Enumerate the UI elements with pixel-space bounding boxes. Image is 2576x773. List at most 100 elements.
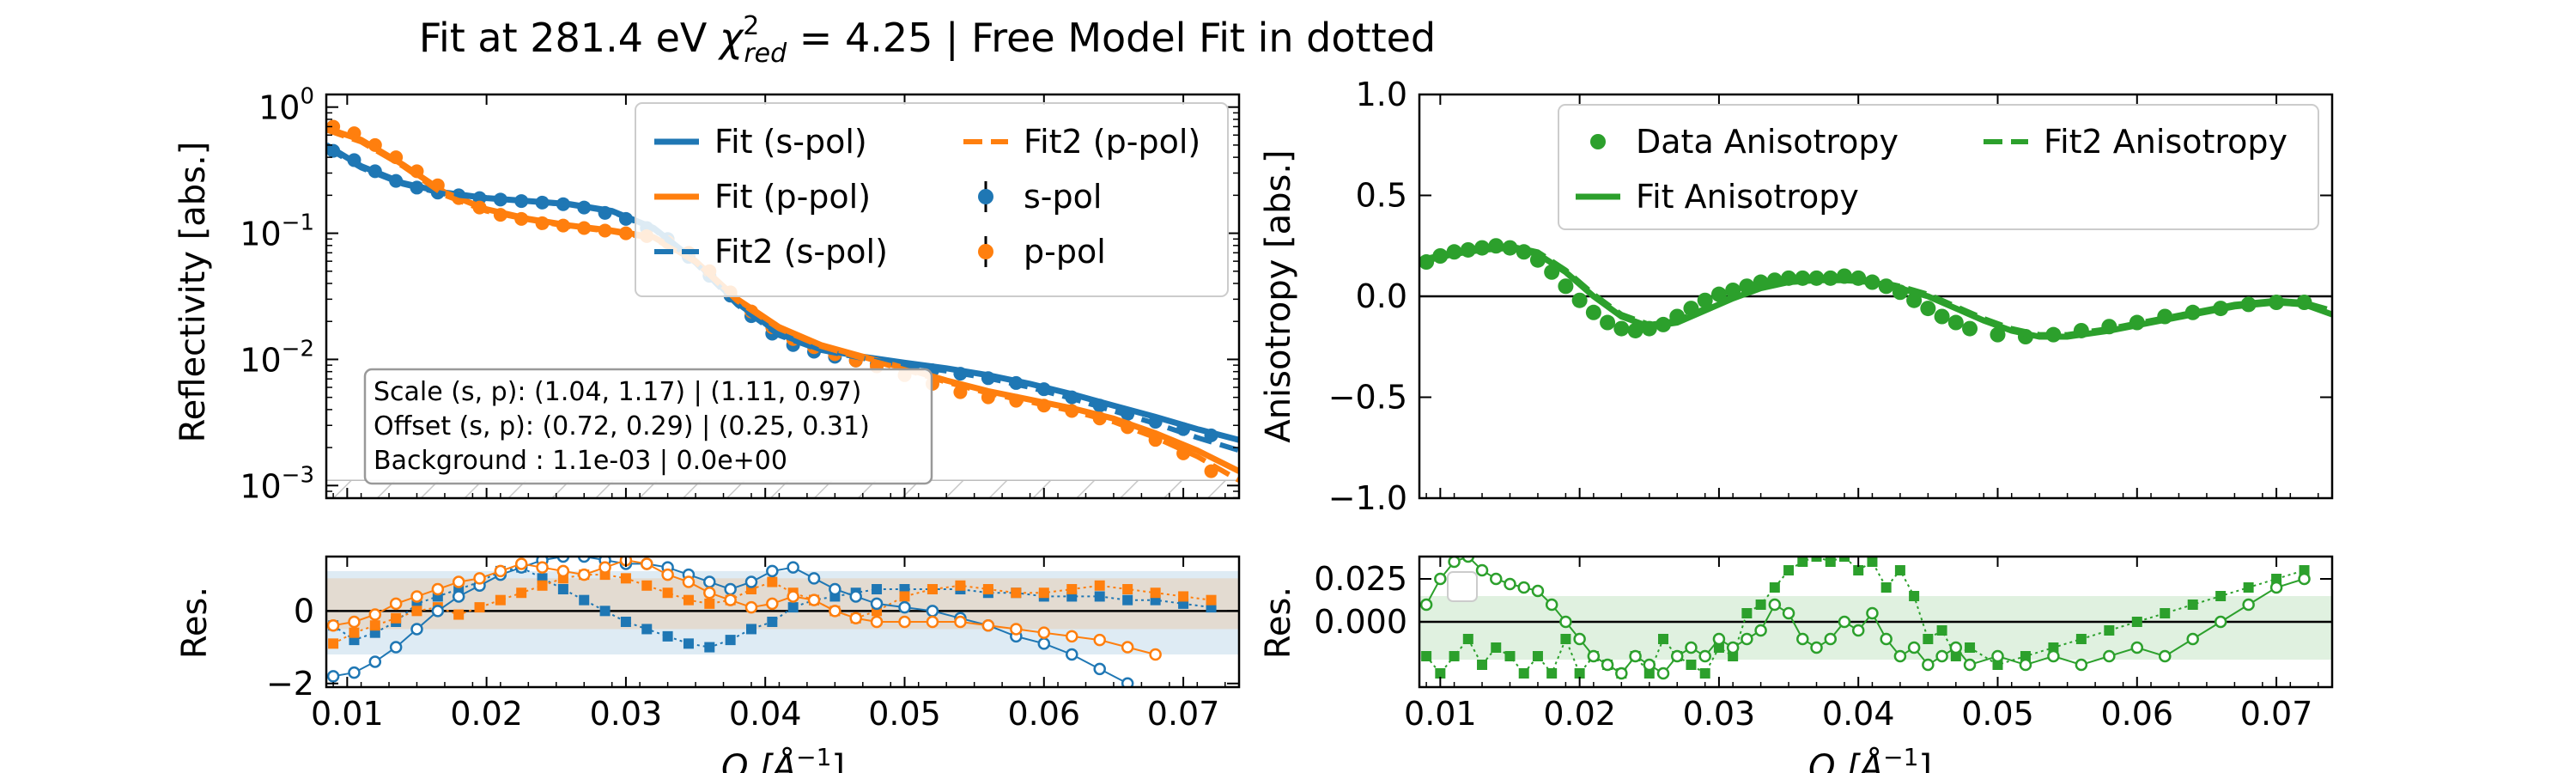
- residual-circle-marker: [2242, 598, 2255, 612]
- title-text-after: = 4.25 | Free Model Fit in dotted: [787, 15, 1436, 62]
- fit2-anisotropy-line: [1419, 243, 2332, 338]
- residual-circle-marker: [744, 575, 758, 588]
- residual-circle-marker: [787, 590, 799, 603]
- residual-square-marker: [2048, 642, 2059, 653]
- residual-circle-marker: [1796, 632, 1809, 646]
- reflectivity-residual-panel: 0 −20.01 0.02 0.03 0.04 0.05 0.06 0.07: [266, 555, 1241, 733]
- residual-circle-marker: [410, 590, 423, 603]
- title-chi-sub: red: [744, 39, 787, 69]
- y-tick-label: 0.000: [1314, 603, 1407, 641]
- residual-square-marker: [1546, 668, 1558, 679]
- residual-connector: [1425, 557, 2305, 675]
- residual-circle-marker: [389, 597, 403, 611]
- residual-circle-marker: [744, 600, 758, 614]
- residual-square-marker: [1122, 584, 1133, 594]
- residual-circle-marker: [898, 600, 911, 614]
- residual-square-marker: [2075, 634, 2087, 644]
- fit-info-line: Background : 1.1e-03 | 0.0e+00: [374, 446, 787, 476]
- residual-square-marker: [2131, 617, 2142, 627]
- residual-circle-marker: [1475, 563, 1489, 577]
- residual-square-marker: [662, 587, 673, 599]
- y-tick-label: 0.025: [1314, 560, 1407, 598]
- residual-square-marker: [2020, 651, 2031, 661]
- anisotropy-data-point: [1947, 314, 1964, 331]
- residual-square-marker: [1783, 565, 1795, 575]
- residual-square-marker: [1122, 594, 1133, 606]
- anisotropy-data-point: [1571, 292, 1588, 308]
- y-tick-exp: −1: [282, 210, 314, 236]
- residual-circle-marker: [1782, 606, 1795, 620]
- residual-circle-marker: [1851, 624, 1865, 637]
- title-text-before: Fit at 281.4 eV: [419, 15, 720, 61]
- residual-square-marker: [1094, 591, 1105, 602]
- residual-circle-marker: [2075, 658, 2088, 672]
- residual-square-marker: [1206, 594, 1217, 606]
- residual-square-marker: [1477, 660, 1488, 670]
- residual-circle-marker: [926, 605, 939, 618]
- residual-circle-marker: [1643, 658, 1656, 672]
- title-chi-sup: 2: [743, 11, 759, 41]
- residual-circle-marker: [898, 615, 911, 629]
- xlabel-right-end: ]: [1918, 748, 1932, 773]
- residual-circle-marker: [452, 590, 465, 603]
- residual-circle-marker: [473, 572, 486, 585]
- legend-label: Fit (p-pol): [714, 178, 871, 216]
- residual-square-marker: [1825, 557, 1836, 567]
- x-tick-label: 0.07: [1147, 695, 1220, 733]
- residual-circle-marker: [2269, 581, 2283, 594]
- anisotropy-data-point: [1920, 301, 1936, 317]
- residual-circle-marker: [1907, 641, 1921, 654]
- residual-circle-marker: [389, 641, 403, 654]
- residual-square-marker: [557, 584, 568, 594]
- residual-circle-marker: [348, 615, 361, 629]
- residual-square-marker: [2104, 625, 2115, 636]
- residual-circle-marker: [1615, 666, 1628, 680]
- residual-left-xlabel: Q [Å−1]: [721, 743, 845, 773]
- x-tick-label: 0.03: [1683, 695, 1756, 733]
- residual-circle-marker: [431, 582, 445, 596]
- residual-square-marker: [927, 584, 938, 594]
- residual-square-marker: [1713, 642, 1724, 653]
- residual-circle-marker: [1093, 662, 1106, 676]
- residual-circle-marker: [1037, 637, 1051, 650]
- anisotropy-data-point: [1627, 322, 1643, 338]
- residual-square-marker: [1992, 660, 2003, 670]
- legend-label: Fit2 (s-pol): [714, 233, 888, 271]
- fit2-dashed-line: [326, 127, 1239, 483]
- residual-square-marker: [641, 580, 653, 591]
- residual-circle-marker: [326, 670, 340, 683]
- residual-square-marker: [432, 591, 443, 602]
- residual-square-marker: [704, 598, 715, 609]
- residual-square-marker: [1532, 651, 1543, 661]
- residual-circle-marker: [1949, 641, 1963, 654]
- x-tick-label: 0.05: [868, 695, 941, 733]
- residual-square-marker: [2215, 591, 2227, 601]
- residual-circle-marker: [829, 605, 841, 618]
- residual-square-marker: [745, 624, 756, 635]
- residual-circle-marker: [577, 557, 591, 563]
- residual-connector: [332, 566, 1212, 648]
- residual-circle-marker: [807, 572, 821, 585]
- residual-square-marker: [391, 612, 402, 624]
- residual-square-marker: [1094, 580, 1105, 591]
- xlabel-left-sup: −1: [796, 743, 831, 771]
- residual-square-marker: [899, 591, 910, 602]
- residual-circle-marker: [1741, 632, 1753, 646]
- residual-circle-marker: [1531, 584, 1545, 598]
- legend-label: s-pol: [1024, 178, 1102, 216]
- residual-circle-marker: [1922, 658, 1935, 672]
- y-tick-exp: 0: [300, 84, 314, 110]
- xlabel-right-sup: −1: [1883, 743, 1918, 771]
- residual-left-ylabel: Res.: [175, 587, 215, 659]
- residual-square-marker: [1574, 668, 1585, 679]
- residual-square-marker: [620, 617, 631, 627]
- residual-circle-marker: [1419, 598, 1433, 612]
- residual-right-ylabel: Res.: [1259, 587, 1298, 659]
- residual-circle-marker: [1935, 649, 1948, 663]
- residual-circle-marker: [724, 582, 737, 596]
- residual-circle-marker: [1066, 630, 1078, 643]
- residual-square-marker: [725, 635, 736, 646]
- residual-circle-marker: [1963, 658, 1977, 672]
- residual-square-marker: [2160, 608, 2171, 618]
